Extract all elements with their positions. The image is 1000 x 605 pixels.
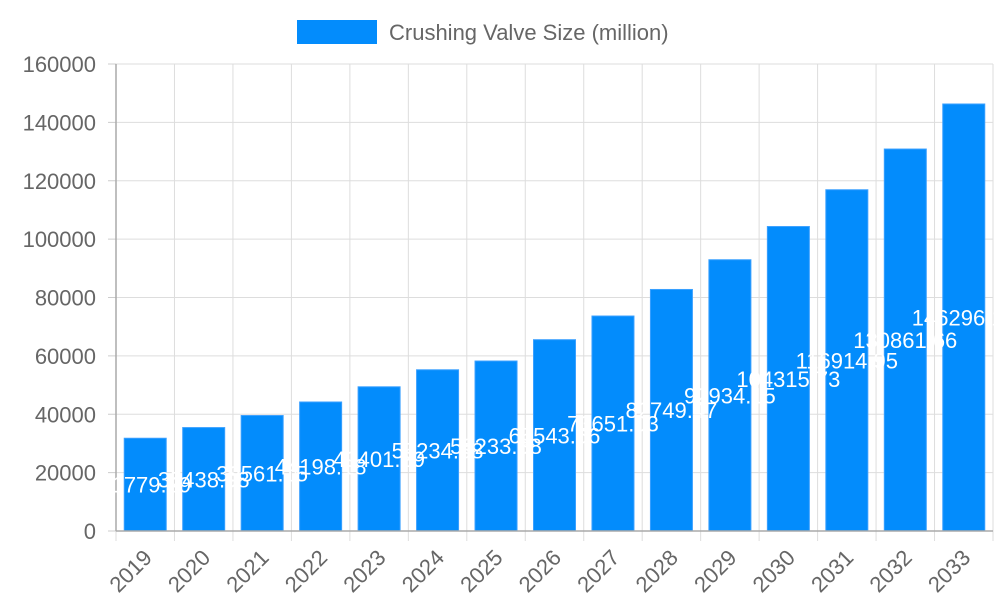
x-tick-label: 2028 [631, 545, 683, 597]
bar [123, 437, 167, 532]
x-tick-label: 2032 [865, 545, 917, 597]
data-label: 73651.03 [567, 412, 659, 437]
x-tick-label: 2022 [280, 545, 332, 597]
data-label: 39561.15 [216, 461, 308, 486]
y-tick-label: 140000 [23, 110, 96, 135]
legend-label: Crushing Valve Size (million) [389, 20, 669, 45]
bar [883, 148, 927, 532]
y-tick-label: 60000 [35, 344, 96, 369]
bar [591, 315, 635, 532]
data-label: 116914.95 [796, 348, 898, 373]
data-label: 35438.98 [158, 467, 250, 492]
x-tick-label: 2029 [689, 545, 741, 597]
data-label: 31779.29 [99, 473, 191, 498]
bar [533, 339, 576, 532]
bar [357, 386, 401, 532]
y-tick-label: 0 [84, 519, 96, 544]
data-label: 49401.29 [333, 447, 425, 472]
bar [942, 103, 986, 532]
data-label: 146296.16 [912, 305, 1000, 330]
y-tick-label: 80000 [35, 286, 96, 311]
data-label: 58233.38 [450, 434, 542, 459]
legend[interactable]: Crushing Valve Size (million) [297, 20, 669, 45]
data-label: 104315.73 [736, 367, 840, 392]
x-tick-label: 2027 [572, 545, 624, 597]
data-label: 82749.47 [626, 398, 718, 423]
x-tick-label: 2019 [104, 545, 156, 597]
y-tick-label: 100000 [23, 227, 96, 252]
x-tick-label: 2026 [514, 545, 566, 597]
bars [123, 103, 986, 532]
grid [115, 63, 994, 541]
data-label: 44198.18 [275, 454, 367, 479]
x-tick-label: 2031 [806, 545, 858, 597]
y-tick-label: 160000 [23, 52, 96, 77]
bar [416, 369, 460, 532]
x-tick-label: 2023 [338, 545, 390, 597]
data-label: 92934.15 [684, 383, 776, 408]
bar [299, 401, 343, 532]
y-tick-label: 40000 [35, 402, 96, 427]
x-tick-label: 2033 [923, 545, 975, 597]
data-label: 55234.58 [392, 438, 484, 463]
data-label: 65543.56 [509, 423, 601, 448]
data-label: 130861.66 [853, 328, 957, 353]
x-tick-label: 2025 [455, 545, 507, 597]
bar [825, 189, 869, 532]
legend-swatch [297, 20, 377, 44]
y-tick-label: 20000 [35, 461, 96, 486]
y-tick-label: 120000 [23, 169, 96, 194]
x-tick-label: 2024 [397, 545, 449, 597]
x-tick-label: 2020 [163, 545, 215, 597]
bar [474, 360, 518, 532]
data-labels: 31779.2935438.9839561.1544198.1849401.29… [99, 305, 1000, 497]
x-tick-label: 2030 [748, 545, 800, 597]
x-tick-label: 2021 [221, 545, 273, 597]
